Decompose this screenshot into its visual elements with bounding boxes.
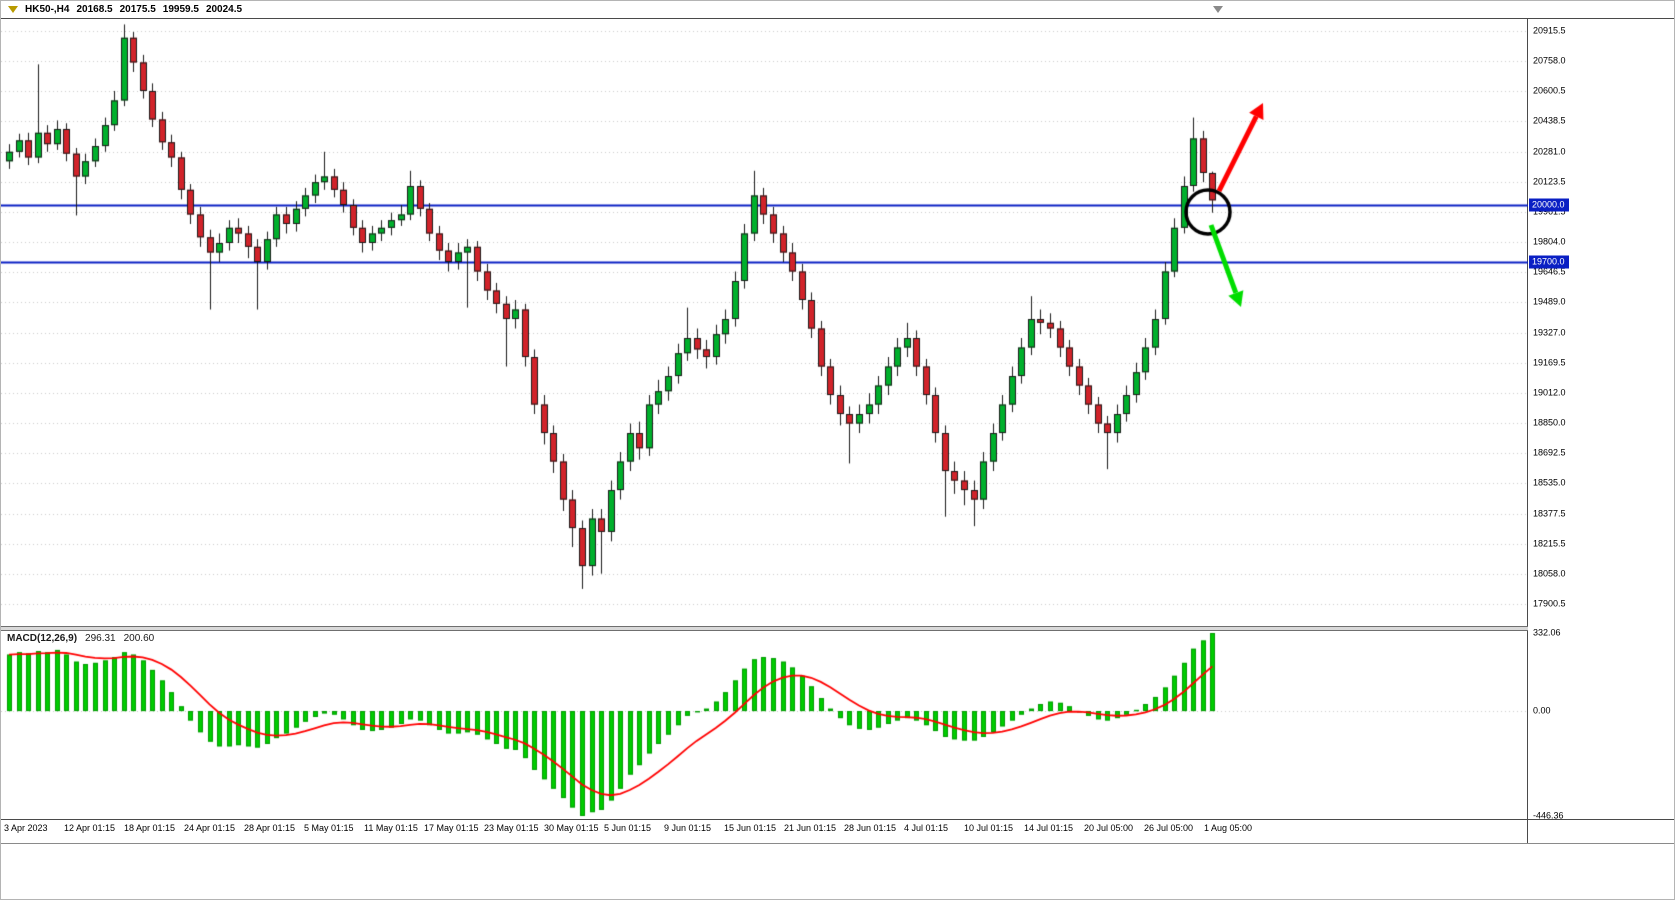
panel-separator[interactable] (1, 626, 1528, 631)
price-tick-label: 20281.0 (1533, 146, 1566, 157)
date-tick-label: 20 Jul 05:00 (1084, 823, 1134, 833)
price-tick-label: 18850.0 (1533, 417, 1566, 428)
date-tick-label: 15 Jun 01:15 (724, 823, 777, 833)
price-tick-label: 20438.5 (1533, 115, 1566, 126)
price-tick-label: 19646.5 (1533, 266, 1566, 277)
date-tick-label: 17 May 01:15 (424, 823, 479, 833)
macd-name: MACD(12,26,9) (7, 633, 78, 644)
date-tick-label: 21 Jun 01:15 (784, 823, 837, 833)
close-value: 20024.5 (205, 4, 243, 15)
price-tick-label: 19489.0 (1533, 296, 1566, 307)
price-axis[interactable]: 20915.5 20758.0 20600.5 20438.5 20281.0 20123… (1529, 19, 1674, 844)
macd-axis-label: 332.06 (1533, 627, 1561, 638)
divider (1, 819, 1674, 820)
price-tick-label: 19327.0 (1533, 327, 1566, 338)
price-tick-label: 18215.5 (1533, 538, 1566, 549)
chart-shift-marker-icon (1213, 6, 1223, 13)
price-tick-label: 20758.0 (1533, 55, 1566, 66)
price-tick-label: 20123.5 (1533, 176, 1566, 187)
chart-header: HK50-,H4 20168.5 20175.5 19959.5 20024.5 (1, 1, 1674, 18)
date-tick-label: 5 May 01:15 (304, 823, 354, 833)
macd-axis-label: 0.00 (1533, 705, 1551, 716)
date-tick-label: 24 Apr 01:15 (184, 823, 236, 833)
main-chart-canvas[interactable] (1, 19, 1528, 626)
date-tick-label: 26 Jul 05:00 (1144, 823, 1194, 833)
price-tick-label: 18692.5 (1533, 447, 1566, 458)
date-tick-label: 10 Jul 01:15 (964, 823, 1014, 833)
date-tick-label: 12 Apr 01:15 (64, 823, 116, 833)
date-tick-label: 18 Apr 01:15 (124, 823, 176, 833)
divider (1, 843, 1674, 844)
date-tick-label: 28 Apr 01:15 (244, 823, 296, 833)
price-tick-label: 17900.5 (1533, 598, 1566, 609)
macd-indicator-label: MACD(12,26,9) 296.31 200.60 (7, 633, 154, 644)
price-tick-label: 20915.5 (1533, 25, 1566, 36)
date-tick-label: 11 May 01:15 (364, 823, 418, 833)
open-value: 20168.5 (76, 4, 113, 15)
date-tick-label: 28 Jun 01:15 (844, 823, 897, 833)
macd-value: 296.31 (85, 633, 116, 644)
price-tick-label: 19012.0 (1533, 387, 1566, 398)
date-tick-label: 1 Aug 05:00 (1204, 823, 1253, 833)
date-tick-label: 14 Jul 01:15 (1024, 823, 1074, 833)
price-line-label: 19700.0 (1529, 255, 1569, 269)
price-tick-label: 19169.5 (1533, 357, 1566, 368)
symbol-dropdown-icon[interactable] (8, 6, 18, 13)
date-tick-label: 4 Jul 01:15 (904, 823, 949, 833)
date-tick-label: 3 Apr 2023 (4, 823, 48, 833)
date-tick-label: 9 Jun 01:15 (664, 823, 712, 833)
symbol-period-label: HK50-,H4 (25, 4, 70, 15)
time-axis[interactable]: 3 Apr 2023 12 Apr 01:15 18 Apr 01:15 24 Apr… (1, 822, 1528, 838)
macd-canvas[interactable] (1, 631, 1528, 819)
date-tick-label: 30 May 01:15 (544, 823, 599, 833)
price-tick-label: 18377.5 (1533, 508, 1566, 519)
high-value: 20175.5 (119, 4, 156, 15)
price-line-label: 20000.0 (1529, 198, 1569, 212)
divider (1, 18, 1674, 19)
date-tick-label: 5 Jun 01:15 (604, 823, 652, 833)
price-tick-label: 18058.0 (1533, 568, 1566, 579)
low-value: 19959.5 (162, 4, 199, 15)
macd-axis-label: -446.36 (1533, 810, 1564, 821)
date-tick-label: 23 May 01:15 (484, 823, 539, 833)
macd-signal-value: 200.60 (123, 633, 155, 644)
price-tick-label: 18535.0 (1533, 477, 1566, 488)
price-tick-label: 19804.0 (1533, 236, 1566, 247)
price-tick-label: 20600.5 (1533, 85, 1566, 96)
